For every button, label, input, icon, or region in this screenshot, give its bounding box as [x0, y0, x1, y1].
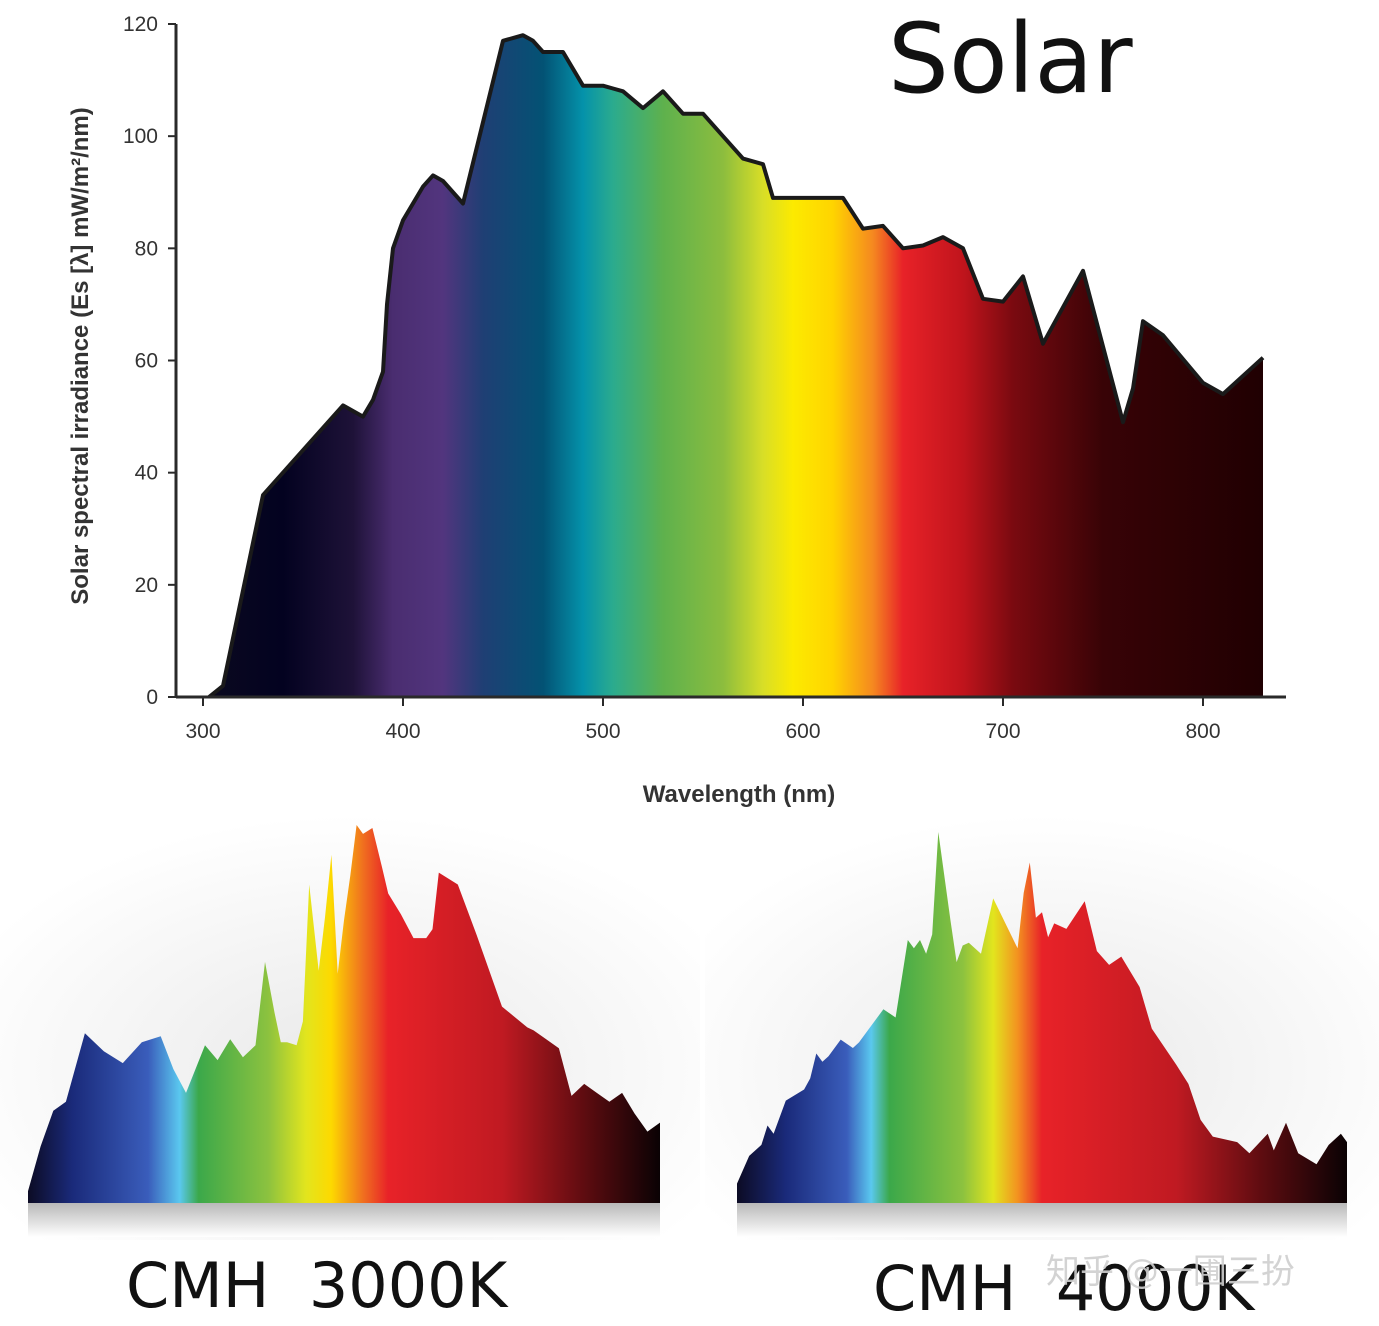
- cmh-3000k-spectrum-area: [28, 825, 660, 1203]
- x-tick-label: 300: [185, 720, 220, 743]
- x-axis-title: Wavelength (nm): [643, 781, 835, 808]
- y-axis-ticks: 0 20 40 60 80 100 120: [123, 13, 176, 709]
- y-tick-label: 0: [146, 686, 158, 709]
- x-tick-label: 500: [585, 720, 620, 743]
- cmh-4000k-chart: CMH 4000K: [705, 815, 1379, 1325]
- x-tick-label: 700: [985, 720, 1020, 743]
- x-tick-label: 800: [1185, 720, 1220, 743]
- x-axis-ticks: 300 400 500 600 700 800: [185, 697, 1221, 743]
- solar-chart: 0 20 40 60 80 100 120 300 400 500 600 700 800 Wavel…: [67, 3, 1286, 808]
- x-tick-label: 400: [385, 720, 420, 743]
- cmh-3000k-label: CMH 3000K: [126, 1249, 509, 1322]
- cmh-3000k-floor-shadow: [28, 1203, 660, 1237]
- y-tick-label: 100: [123, 125, 158, 148]
- y-tick-label: 120: [123, 13, 158, 36]
- y-tick-label: 80: [135, 237, 158, 260]
- watermark: 知乎 @一圃三扮: [1046, 1252, 1295, 1292]
- cmh-3000k-chart: CMH 3000K: [0, 815, 700, 1322]
- cmh-4000k-floor-shadow: [737, 1203, 1347, 1237]
- cmh-4000k-spectrum-area: [737, 832, 1347, 1203]
- solar-spectrum-outline: [207, 33, 1265, 699]
- y-axis-title: Solar spectral irradiance (Es [λ] mW/m²/…: [67, 107, 94, 604]
- y-tick-label: 60: [135, 350, 158, 373]
- solar-spectrum-area: [209, 35, 1263, 697]
- x-tick-label: 600: [785, 720, 820, 743]
- solar-title: Solar: [888, 3, 1133, 115]
- y-tick-label: 20: [135, 574, 158, 597]
- y-tick-label: 40: [135, 462, 158, 485]
- cmh-4000k-label: CMH 4000K: [873, 1252, 1256, 1325]
